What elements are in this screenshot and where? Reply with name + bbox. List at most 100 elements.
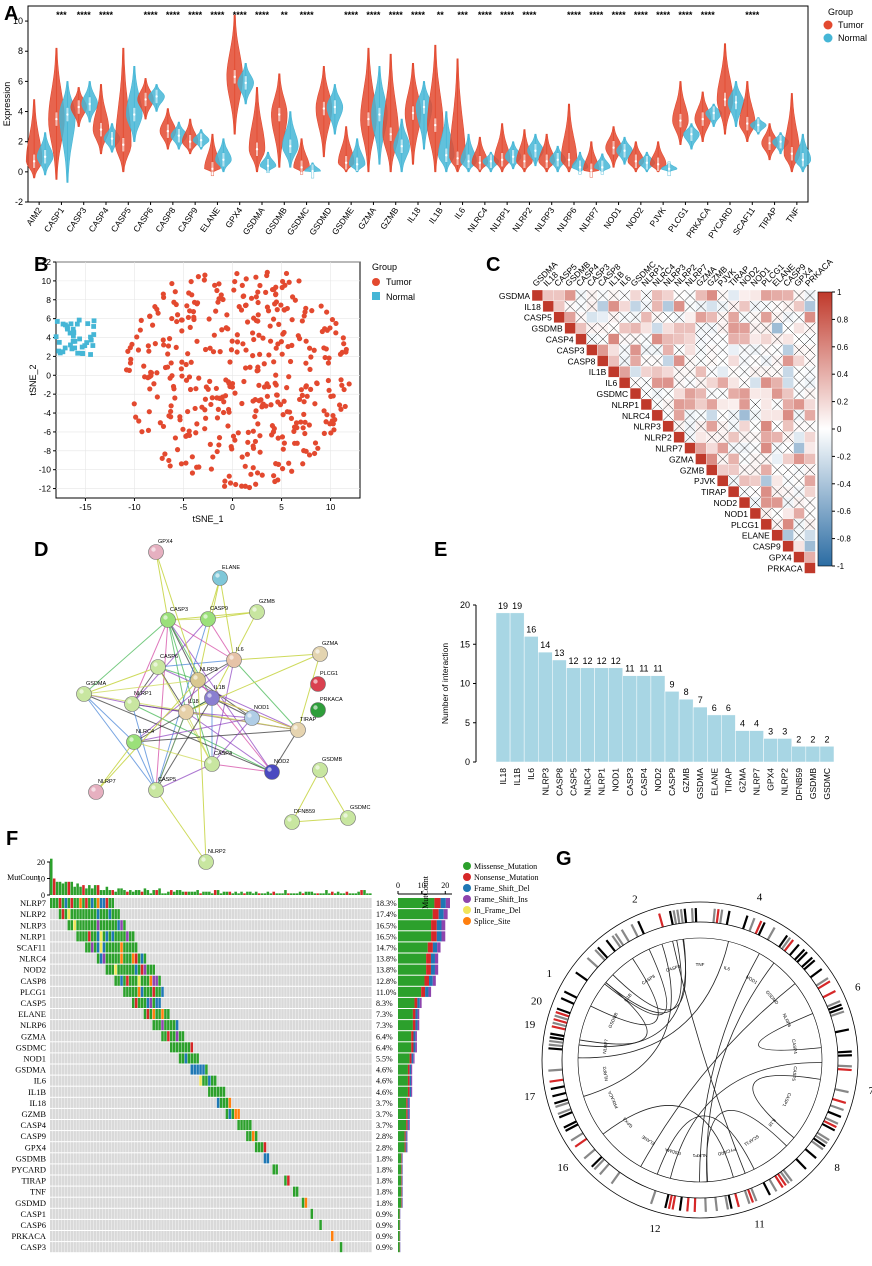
scatter-point-normal (75, 322, 80, 327)
oncoplot-cell (343, 976, 346, 986)
oncoplot-cell (208, 1176, 211, 1186)
oncoplot-cell (94, 1120, 97, 1130)
oncoplot-cell (97, 1142, 100, 1152)
oncoplot-right-bar (405, 1142, 406, 1152)
oncoplot-cell (354, 1042, 357, 1052)
oncoplot-cell (114, 1020, 117, 1030)
oncoplot-cell (299, 1098, 302, 1108)
oncoplot-cell (126, 1187, 129, 1197)
oncoplot-cell (316, 1109, 319, 1119)
oncoplot-cell (176, 920, 179, 930)
oncoplot-cell (299, 1020, 302, 1030)
oncoplot-cell (202, 1098, 205, 1108)
oncoplot-cell (308, 1176, 311, 1186)
scatter-point-tumor (184, 303, 189, 308)
network-node-highlight (127, 699, 131, 703)
oncoplot-cell (103, 965, 106, 975)
y-tick-label: 0 (18, 167, 23, 177)
oncoplot-cell (120, 1142, 123, 1152)
oncoplot-cell (366, 987, 369, 997)
oncoplot-cell (261, 1176, 264, 1186)
oncoplot-cell (264, 1109, 267, 1119)
oncoplot-cell (88, 942, 91, 952)
oncoplot-cell (252, 1087, 255, 1097)
oncoplot-cell (205, 987, 208, 997)
oncoplot-cell (114, 1087, 117, 1097)
scatter-point-normal (55, 319, 60, 324)
oncoplot-cell (261, 1031, 264, 1041)
oncoplot-right-bar (398, 1098, 406, 1108)
heatmap-cell (728, 464, 739, 475)
oncoplot-cell (258, 1142, 261, 1152)
oncoplot-cell (65, 1142, 68, 1152)
oncoplot-cell (176, 954, 179, 964)
oncoplot-cell (185, 998, 188, 1008)
oncoplot-cell (117, 1076, 120, 1086)
oncoplot-cell (217, 1076, 220, 1086)
mutcount-bar (229, 892, 232, 895)
oncoplot-cell (246, 1142, 249, 1152)
scatter-point-tumor (169, 281, 174, 286)
oncoplot-cell (109, 942, 112, 952)
oncoplot-cell (114, 998, 117, 1008)
oncoplot-cell (319, 1020, 322, 1030)
colorbar-tick-label: 0.6 (837, 343, 849, 352)
oncoplot-right-bar (431, 954, 435, 964)
oncoplot-cell (275, 1164, 278, 1174)
oncoplot-cell (305, 1020, 308, 1030)
oncoplot-cell (208, 1187, 211, 1197)
scatter-point-tumor (221, 410, 226, 415)
oncoplot-cell (331, 954, 334, 964)
oncoplot-cell (70, 1065, 73, 1075)
oncoplot-cell (53, 998, 56, 1008)
heatmap-cell (543, 301, 554, 312)
oncoplot-cell (65, 987, 68, 997)
x-tick-label-nlrp3: NLRP3 (532, 205, 556, 233)
y-tick-label: 0 (465, 757, 470, 767)
mutcount-bar (100, 890, 103, 895)
oncoplot-cell (293, 987, 296, 997)
oncoplot-cell (129, 1087, 132, 1097)
oncoplot-cell (182, 1076, 185, 1086)
oncoplot-cell (237, 1176, 240, 1186)
oncoplot-cell (88, 1153, 91, 1163)
oncoplot-cell (296, 987, 299, 997)
oncoplot-cell (220, 1087, 223, 1097)
oncoplot-right-bar (406, 1131, 407, 1141)
oncoplot-cell (152, 942, 155, 952)
oncoplot-cell (311, 942, 314, 952)
oncoplot-cell (111, 1042, 114, 1052)
oncoplot-cell (132, 1187, 135, 1197)
oncoplot-cell (193, 942, 196, 952)
network-node-nlrp7 (89, 785, 104, 800)
oncoplot-cell (191, 1087, 194, 1097)
oncoplot-cell (357, 1109, 360, 1119)
heatmap-cell (630, 388, 641, 399)
oncoplot-cell (220, 1065, 223, 1075)
oncoplot-cell (270, 976, 273, 986)
oncoplot-cell (223, 1009, 226, 1019)
oncoplot-cell (132, 976, 135, 986)
oncoplot-cell (223, 920, 226, 930)
y-tick-label: 10 (42, 276, 52, 286)
oncoplot-cell (73, 1187, 76, 1197)
oncoplot-cell (208, 1053, 211, 1063)
bar-value-label: 4 (754, 719, 759, 729)
oncoplot-right-bar (398, 1109, 406, 1119)
network-node-il6 (227, 653, 242, 668)
oncoplot-cell (214, 1098, 217, 1108)
heatmap-cell (750, 290, 761, 301)
scatter-point-tumor (233, 482, 238, 487)
heatmap-cell (685, 323, 696, 334)
oncoplot-cell (176, 998, 179, 1008)
oncoplot-cell (144, 898, 147, 908)
oncoplot-cell (272, 976, 275, 986)
heatmap-cell (663, 334, 674, 345)
oncoplot-cell (73, 1109, 76, 1119)
oncoplot-right-bar (409, 1098, 410, 1108)
heatmap-cell (706, 443, 717, 454)
oncoplot-cell (173, 1031, 176, 1041)
oncoplot-cell (343, 1142, 346, 1152)
oncoplot-cell (272, 1153, 275, 1163)
oncoplot-cell (278, 1142, 281, 1152)
